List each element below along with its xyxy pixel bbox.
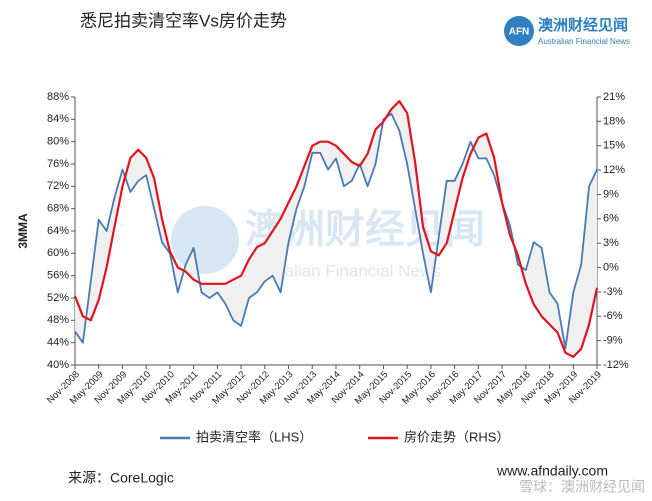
source: 来源：CoreLogic: [68, 470, 174, 486]
y-tick-label: 56%: [47, 270, 69, 282]
series-line: [73, 100, 599, 358]
y-tick-label: 64%: [47, 225, 69, 237]
y-tick-label: 80%: [47, 136, 69, 148]
y-tick-label: 48%: [47, 314, 69, 326]
y-axis-label: 3MMA: [16, 213, 30, 249]
y2-tick-label: 3%: [603, 237, 619, 249]
chart-title: 悉尼拍卖清空率Vs房价走势: [80, 11, 287, 30]
footer-watermark: 雪球：澳洲财经见闻: [519, 479, 645, 495]
y-tick-label: 84%: [47, 113, 69, 125]
y2-tick-label: 15%: [603, 140, 625, 152]
y-tick-label: 52%: [47, 292, 69, 304]
legend-label: 拍卖清空率（LHS）: [196, 429, 312, 444]
y2-tick-label: -6%: [603, 310, 623, 322]
y-tick-label: 40%: [47, 359, 69, 371]
y-tick-label: 72%: [47, 180, 69, 192]
y2-tick-label: 21%: [603, 91, 625, 103]
website: www.afndaily.com: [496, 463, 608, 479]
logo-name: 澳洲财经见闻: [538, 16, 628, 34]
y2-tick-label: 0%: [603, 261, 619, 273]
y-tick-label: 76%: [47, 158, 69, 170]
y2-tick-label: 9%: [603, 188, 619, 200]
y-tick-label: 88%: [47, 91, 69, 103]
watermark-circle: [171, 206, 239, 274]
watermark-subtitle: Australian Financial News: [245, 261, 441, 280]
logo-circle: [504, 16, 534, 46]
y2-tick-label: -3%: [603, 286, 623, 298]
y2-tick-label: -9%: [603, 335, 623, 347]
series-line: [74, 112, 598, 350]
y-tick-label: 60%: [47, 247, 69, 259]
y2-tick-label: 6%: [603, 213, 619, 225]
y2-tick-label: -12%: [603, 359, 629, 371]
y-tick-label: 68%: [47, 203, 69, 215]
legend-label: 房价走势（RHS）: [404, 429, 509, 444]
y-tick-label: 44%: [47, 337, 69, 349]
y2-tick-label: 18%: [603, 115, 625, 127]
logo-mark: AFN: [509, 27, 530, 38]
y2-tick-label: 12%: [603, 164, 625, 176]
logo-subtitle: Australian Financial News: [538, 37, 630, 46]
